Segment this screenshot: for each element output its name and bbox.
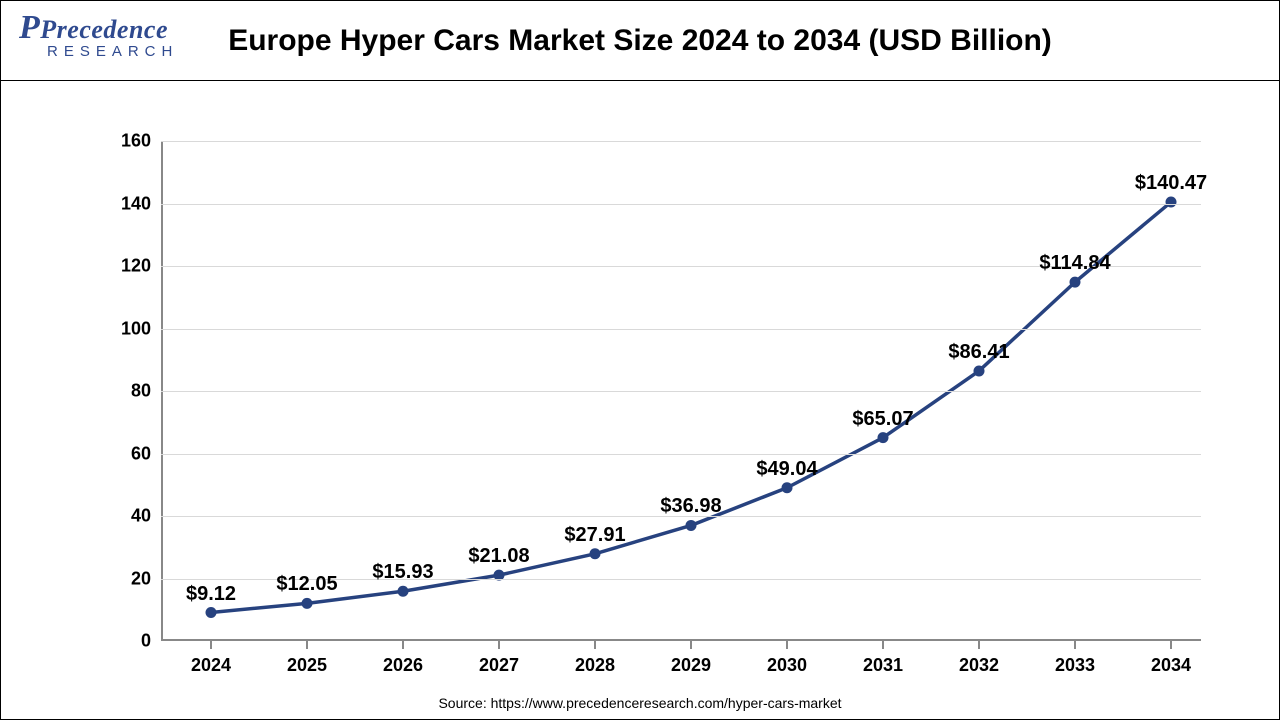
plot-area: 0204060801001201401602024202520262027202… [161,141,1201,641]
x-tick-mark [690,641,692,649]
value-label: $21.08 [468,545,529,568]
gridline [161,391,1201,392]
data-marker [1070,277,1081,288]
value-label: $49.04 [756,458,817,481]
data-marker [1166,197,1177,208]
data-marker [590,548,601,559]
x-tick-label: 2034 [1151,655,1191,676]
gridline [161,329,1201,330]
y-tick-label: 60 [131,443,151,464]
data-marker [878,432,889,443]
x-tick-label: 2024 [191,655,231,676]
y-tick-label: 0 [141,631,151,652]
x-tick-mark [882,641,884,649]
x-tick-mark [1170,641,1172,649]
data-marker [398,586,409,597]
y-tick-label: 100 [121,318,151,339]
y-tick-label: 140 [121,193,151,214]
brand-logo: PPrecedence RESEARCH [19,9,199,60]
y-tick-label: 80 [131,381,151,402]
x-tick-label: 2030 [767,655,807,676]
x-tick-mark [1074,641,1076,649]
value-label: $15.93 [372,561,433,584]
value-label: $140.47 [1135,172,1207,195]
x-tick-label: 2031 [863,655,903,676]
value-label: $65.07 [852,408,913,431]
y-tick-label: 20 [131,568,151,589]
chart-zone: 0 20 40 60 80 100 120 140 160 2024 2025 2026 2027 202… [1,81,1279,719]
x-tick-label: 2033 [1055,655,1095,676]
value-label: $86.41 [948,341,1009,364]
source-caption: Source: https://www.precedenceresearch.c… [1,695,1279,711]
logo-text-top: PPrecedence [19,9,199,47]
value-label: $9.12 [186,583,236,606]
x-tick-mark [402,641,404,649]
x-tick-mark [786,641,788,649]
x-tick-mark [978,641,980,649]
value-label: $114.84 [1039,252,1110,275]
y-tick-label: 160 [121,131,151,152]
chart-frame: PPrecedence RESEARCH Europe Hyper Cars M… [0,0,1280,720]
data-marker [302,598,313,609]
value-label: $36.98 [660,496,721,519]
gridline [161,141,1201,142]
value-label: $27.91 [564,524,625,547]
x-tick-label: 2025 [287,655,327,676]
x-tick-mark [594,641,596,649]
x-tick-mark [498,641,500,649]
x-tick-label: 2028 [575,655,615,676]
value-label: $12.05 [276,573,337,596]
x-tick-label: 2026 [383,655,423,676]
x-tick-label: 2029 [671,655,711,676]
x-tick-label: 2032 [959,655,999,676]
data-marker [686,520,697,531]
gridline [161,454,1201,455]
data-marker [782,482,793,493]
y-tick-label: 40 [131,506,151,527]
x-tick-mark [210,641,212,649]
logo-text-sub: RESEARCH [47,43,199,60]
x-tick-label: 2027 [479,655,519,676]
logo-word: Precedence [40,15,168,44]
data-line [211,202,1171,612]
header-band: PPrecedence RESEARCH Europe Hyper Cars M… [1,1,1279,81]
x-tick-mark [306,641,308,649]
data-marker [206,607,217,618]
data-marker [974,365,985,376]
gridline [161,204,1201,205]
y-tick-label: 120 [121,256,151,277]
